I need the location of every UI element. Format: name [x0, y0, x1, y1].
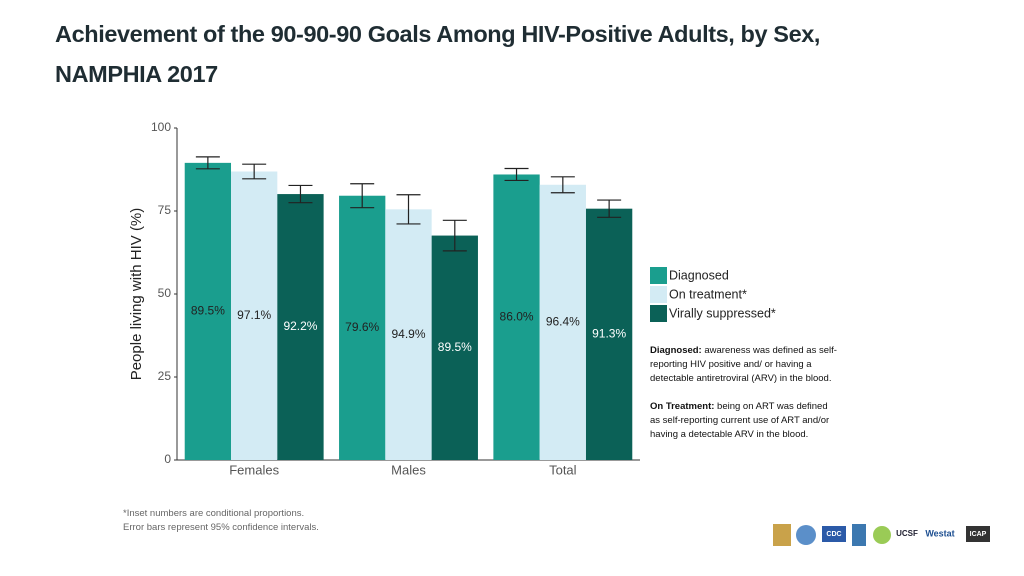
inset-label: 96.4%	[546, 315, 580, 329]
y-tick-label: 75	[158, 203, 172, 217]
legend-swatch	[650, 286, 667, 303]
error-bar	[288, 184, 313, 204]
inset-label: 89.5%	[191, 304, 225, 318]
title-line: Achievement of the 90-90-90 Goals Among …	[55, 21, 821, 47]
bar	[184, 162, 232, 461]
error-bar	[597, 199, 622, 218]
logo-text: ICAP	[970, 531, 987, 538]
title: Achievement of the 90-90-90 Goals Among …	[55, 14, 820, 94]
legend-swatch	[650, 267, 667, 284]
note-term: On Treatment:	[650, 401, 715, 412]
logo	[966, 526, 990, 542]
y-tick-label: 0	[164, 452, 171, 466]
inset-label: 97.1%	[237, 308, 271, 322]
inset-label: 86.0%	[500, 309, 534, 323]
y-tick-label: 25	[158, 369, 172, 383]
inset-label: 79.6%	[345, 320, 379, 334]
x-tick-label: Total	[549, 462, 577, 477]
y-tick-label: 100	[151, 120, 171, 134]
note: On Treatment: being on ART was defined a…	[650, 400, 840, 442]
bar	[431, 235, 478, 460]
legend-swatch	[650, 305, 667, 322]
legend-label: On treatment*	[669, 287, 747, 301]
bar	[385, 209, 432, 460]
logo	[873, 526, 891, 544]
y-tick-label: 50	[158, 286, 172, 300]
logo	[852, 524, 866, 546]
footnote-line: Error bars represent 95% confidence inte…	[123, 522, 319, 533]
error-bar	[442, 219, 467, 252]
legend-label: Diagnosed	[669, 268, 729, 282]
note: Diagnosed: awareness was defined as self…	[650, 344, 840, 386]
y-axis-label: People living with HIV (%)	[128, 208, 145, 381]
error-bar	[396, 194, 421, 225]
inset-label: 92.2%	[283, 319, 317, 333]
logo	[796, 525, 816, 545]
bar	[585, 208, 633, 460]
logos	[773, 524, 990, 546]
error-bar	[195, 156, 220, 170]
error-bar	[550, 176, 575, 194]
inset-label: 89.5%	[438, 340, 472, 354]
error-bar	[504, 167, 529, 182]
bar	[539, 184, 586, 460]
notes: Diagnosed: awareness was defined as self…	[650, 344, 840, 456]
footnote: *Inset numbers are conditional proportio…	[123, 507, 319, 535]
title-line: NAMPHIA 2017	[55, 61, 218, 87]
note-text: awareness was defined as self-reporting …	[650, 345, 837, 384]
x-tick-label: Females	[229, 462, 279, 477]
logo-text: Westat	[925, 528, 954, 538]
x-tick-label: Males	[391, 462, 426, 477]
logo	[773, 524, 791, 546]
error-bar	[350, 183, 375, 209]
note-term: Diagnosed:	[650, 345, 702, 356]
bar	[231, 171, 278, 460]
logo	[822, 526, 846, 542]
bar	[277, 194, 324, 460]
legend-label: Virally suppressed*	[669, 306, 776, 320]
inset-label: 94.9%	[391, 327, 425, 341]
bar	[339, 195, 386, 460]
footnote-line: *Inset numbers are conditional proportio…	[123, 508, 305, 519]
inset-label: 91.3%	[592, 327, 626, 341]
logo-text: CDC	[826, 531, 841, 538]
error-bar	[242, 163, 267, 180]
note-text: being on ART was defined as self-reporti…	[650, 401, 830, 440]
bar	[493, 174, 540, 461]
logo-text: UCSF	[896, 529, 918, 538]
